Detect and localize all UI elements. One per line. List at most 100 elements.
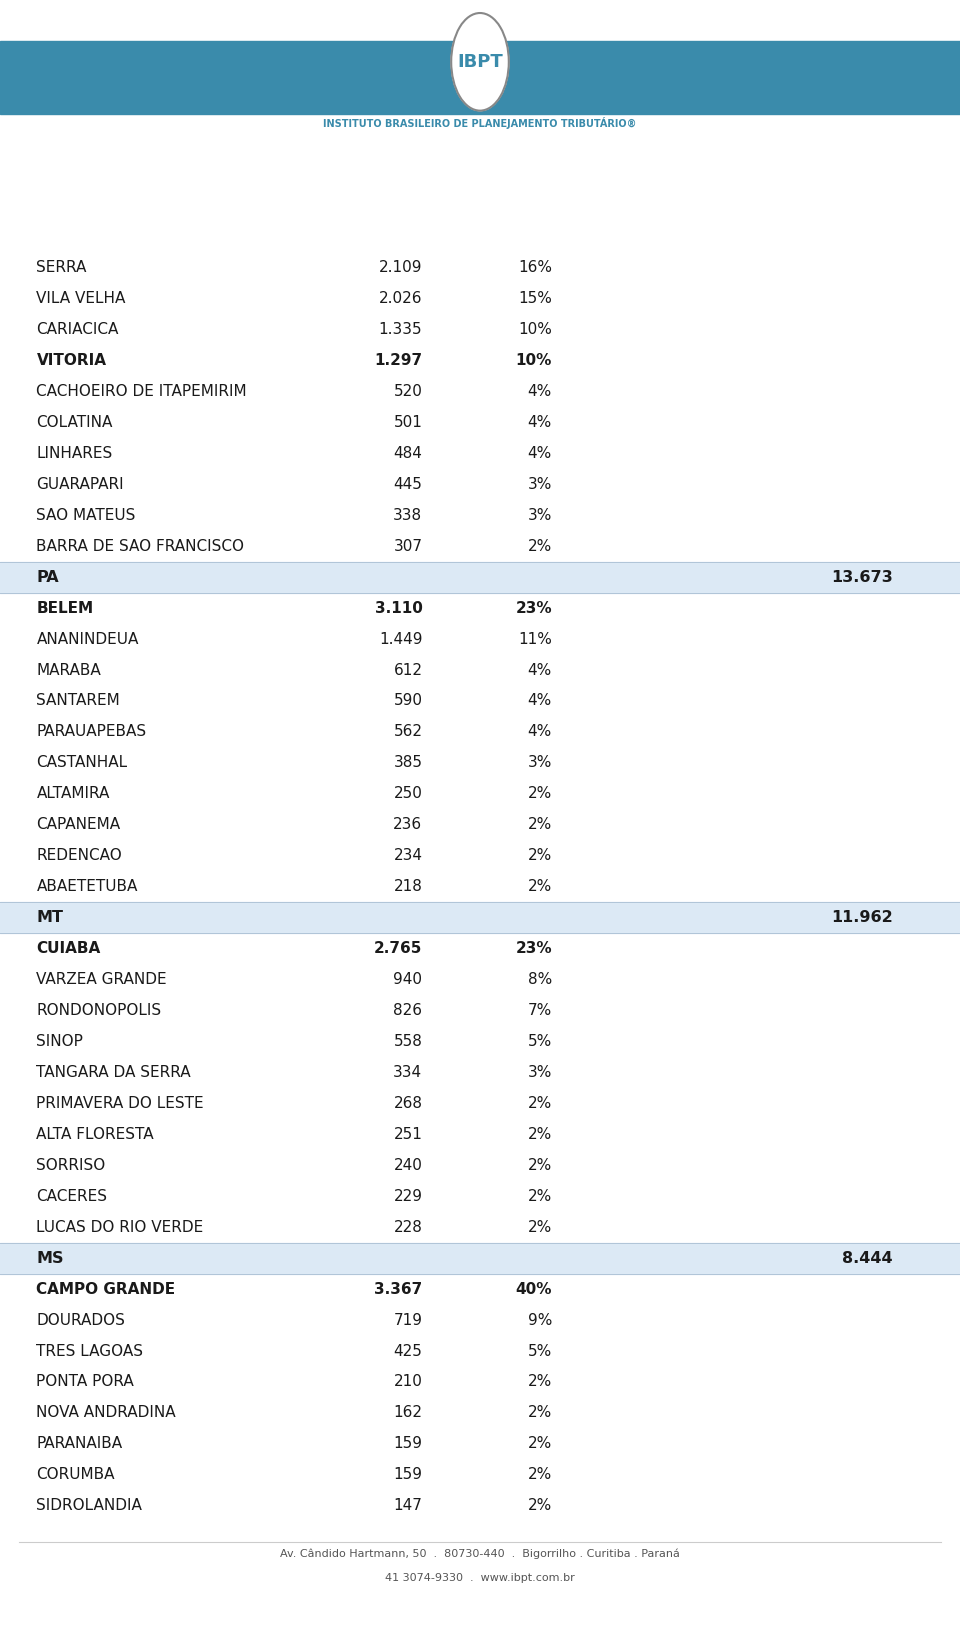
Text: 2%: 2% (528, 817, 552, 833)
Text: 520: 520 (394, 384, 422, 399)
Text: SAO MATEUS: SAO MATEUS (36, 508, 136, 522)
Text: PRIMAVERA DO LESTE: PRIMAVERA DO LESTE (36, 1097, 204, 1111)
Text: 334: 334 (394, 1066, 422, 1080)
Text: RONDONOPOLIS: RONDONOPOLIS (36, 1002, 161, 1019)
Text: 3%: 3% (528, 755, 552, 771)
Text: CORUMBA: CORUMBA (36, 1468, 115, 1482)
Text: GUARAPARI: GUARAPARI (36, 477, 124, 491)
Text: 2%: 2% (528, 1220, 552, 1235)
Bar (0, 1243, 960, 1274)
Text: 10%: 10% (518, 322, 552, 337)
Text: COLATINA: COLATINA (36, 415, 113, 430)
Text: 2%: 2% (528, 1468, 552, 1482)
Text: 8%: 8% (528, 971, 552, 988)
Text: 940: 940 (394, 971, 422, 988)
Text: 4%: 4% (528, 384, 552, 399)
Bar (0, 561, 960, 592)
Text: NOVA ANDRADINA: NOVA ANDRADINA (36, 1406, 176, 1420)
Text: DOURADOS: DOURADOS (36, 1313, 126, 1328)
Text: 425: 425 (394, 1344, 422, 1359)
Text: 162: 162 (394, 1406, 422, 1420)
Text: PARANAIBA: PARANAIBA (36, 1437, 123, 1451)
Text: 210: 210 (394, 1375, 422, 1389)
Text: 2.026: 2.026 (379, 291, 422, 306)
Text: 3%: 3% (528, 1066, 552, 1080)
Text: 228: 228 (394, 1220, 422, 1235)
Text: SIDROLANDIA: SIDROLANDIA (36, 1498, 142, 1513)
Text: 3%: 3% (528, 508, 552, 522)
Text: 445: 445 (394, 477, 422, 491)
Text: 612: 612 (394, 662, 422, 677)
Text: REDENCAO: REDENCAO (36, 848, 122, 864)
Text: 23%: 23% (516, 940, 552, 957)
Text: SERRA: SERRA (36, 260, 86, 275)
Text: 229: 229 (394, 1189, 422, 1204)
Text: MARABA: MARABA (36, 662, 101, 677)
Text: TANGARA DA SERRA: TANGARA DA SERRA (36, 1066, 191, 1080)
Text: 2%: 2% (528, 539, 552, 553)
Text: 3%: 3% (528, 477, 552, 491)
Text: 13.673: 13.673 (831, 569, 893, 584)
Text: MT: MT (36, 909, 63, 926)
Text: 558: 558 (394, 1035, 422, 1049)
Text: 10%: 10% (516, 353, 552, 368)
Text: 2%: 2% (528, 1097, 552, 1111)
Text: 2%: 2% (528, 1158, 552, 1173)
Text: 159: 159 (394, 1468, 422, 1482)
Text: 2%: 2% (528, 879, 552, 895)
Text: 590: 590 (394, 693, 422, 708)
Text: 2%: 2% (528, 848, 552, 864)
Text: CAPANEMA: CAPANEMA (36, 817, 121, 833)
Text: MS: MS (36, 1251, 64, 1266)
Text: 2%: 2% (528, 1498, 552, 1513)
Text: 719: 719 (394, 1313, 422, 1328)
Text: 562: 562 (394, 724, 422, 739)
Text: ALTA FLORESTA: ALTA FLORESTA (36, 1128, 155, 1142)
Text: 41 3074-9330  .  www.ibpt.com.br: 41 3074-9330 . www.ibpt.com.br (385, 1573, 575, 1583)
Text: 2%: 2% (528, 1128, 552, 1142)
Text: 2.109: 2.109 (379, 260, 422, 275)
Text: 4%: 4% (528, 724, 552, 739)
Text: 236: 236 (394, 817, 422, 833)
Text: 11%: 11% (518, 631, 552, 646)
Text: 4%: 4% (528, 662, 552, 677)
Text: 251: 251 (394, 1128, 422, 1142)
Text: TRES LAGOAS: TRES LAGOAS (36, 1344, 143, 1359)
Text: PARAUAPEBAS: PARAUAPEBAS (36, 724, 147, 739)
Text: LINHARES: LINHARES (36, 446, 112, 460)
Text: 826: 826 (394, 1002, 422, 1019)
Text: BARRA DE SAO FRANCISCO: BARRA DE SAO FRANCISCO (36, 539, 245, 553)
Text: 147: 147 (394, 1498, 422, 1513)
Text: PONTA PORA: PONTA PORA (36, 1375, 134, 1389)
Text: BELEM: BELEM (36, 600, 94, 615)
Text: INSTITUTO BRASILEIRO DE PLANEJAMENTO TRIBUTÁRIO®: INSTITUTO BRASILEIRO DE PLANEJAMENTO TRI… (324, 117, 636, 129)
Text: 8.444: 8.444 (842, 1251, 893, 1266)
Text: ALTAMIRA: ALTAMIRA (36, 786, 109, 802)
Text: CACHOEIRO DE ITAPEMIRIM: CACHOEIRO DE ITAPEMIRIM (36, 384, 247, 399)
Text: 218: 218 (394, 879, 422, 895)
Text: CARIACICA: CARIACICA (36, 322, 119, 337)
Text: 23%: 23% (516, 600, 552, 615)
Text: 1.297: 1.297 (374, 353, 422, 368)
Text: 307: 307 (394, 539, 422, 553)
Text: LUCAS DO RIO VERDE: LUCAS DO RIO VERDE (36, 1220, 204, 1235)
Text: 385: 385 (394, 755, 422, 771)
Text: 268: 268 (394, 1097, 422, 1111)
Text: 484: 484 (394, 446, 422, 460)
Text: SANTAREM: SANTAREM (36, 693, 120, 708)
Text: SINOP: SINOP (36, 1035, 84, 1049)
Text: 338: 338 (394, 508, 422, 522)
Text: CUIABA: CUIABA (36, 940, 101, 957)
Circle shape (451, 13, 509, 111)
Text: 2%: 2% (528, 786, 552, 802)
Text: 4%: 4% (528, 693, 552, 708)
Text: VARZEA GRANDE: VARZEA GRANDE (36, 971, 167, 988)
Text: PA: PA (36, 569, 60, 584)
Text: 2%: 2% (528, 1406, 552, 1420)
Text: 1.449: 1.449 (379, 631, 422, 646)
Text: 2%: 2% (528, 1437, 552, 1451)
Bar (0, 903, 960, 934)
Text: 5%: 5% (528, 1035, 552, 1049)
Text: ABAETETUBA: ABAETETUBA (36, 879, 138, 895)
Text: 2%: 2% (528, 1189, 552, 1204)
